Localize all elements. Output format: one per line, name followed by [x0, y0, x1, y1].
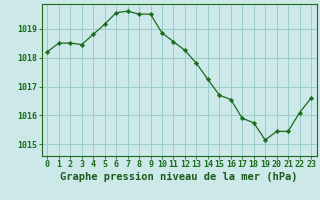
X-axis label: Graphe pression niveau de la mer (hPa): Graphe pression niveau de la mer (hPa) [60, 172, 298, 182]
